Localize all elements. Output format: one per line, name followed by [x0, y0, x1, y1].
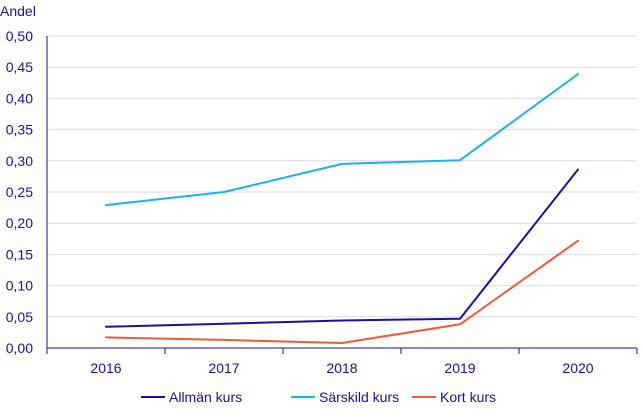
axes: 0,00 0,05 0,10 0,15 0,20 0,25 0,30 0,35 0,40 0,45…: [6, 28, 638, 376]
x-tick-label: 2019: [444, 360, 475, 376]
y-tick-label: 0,10: [6, 278, 33, 294]
legend: Allmän kurs Särskild kurs Kort kurs: [141, 389, 496, 405]
y-tick-label: 0,15: [6, 246, 33, 262]
x-tick-label: 2017: [208, 360, 239, 376]
legend-label-allman-kurs: Allmän kurs: [169, 389, 242, 405]
y-tick-label: 0,35: [6, 122, 33, 138]
y-tick-label: 0,25: [6, 184, 33, 200]
x-tick-label: 2020: [562, 360, 593, 376]
y-tick-label: 0,20: [6, 215, 33, 231]
legend-label-sarskild-kurs: Särskild kurs: [319, 389, 399, 405]
y-tick-label: 0,05: [6, 309, 33, 325]
y-tick-label: 0,00: [6, 340, 33, 356]
gridlines: [47, 35, 637, 318]
series-line-kort-kurs: [105, 239, 579, 344]
x-tick-label: 2016: [90, 360, 121, 376]
series-lines: [105, 73, 579, 344]
series-line-sarskild-kurs: [105, 73, 579, 207]
y-tick-label: 0,40: [6, 90, 33, 106]
y-axis-title: Andel: [0, 3, 36, 19]
series-line-allman-kurs: [105, 168, 579, 328]
y-tick-label: 0,50: [6, 28, 33, 44]
x-tick-label: 2018: [326, 360, 357, 376]
legend-label-kort-kurs: Kort kurs: [440, 389, 496, 405]
y-tick-label: 0,30: [6, 153, 33, 169]
y-tick-label: 0,45: [6, 59, 33, 75]
